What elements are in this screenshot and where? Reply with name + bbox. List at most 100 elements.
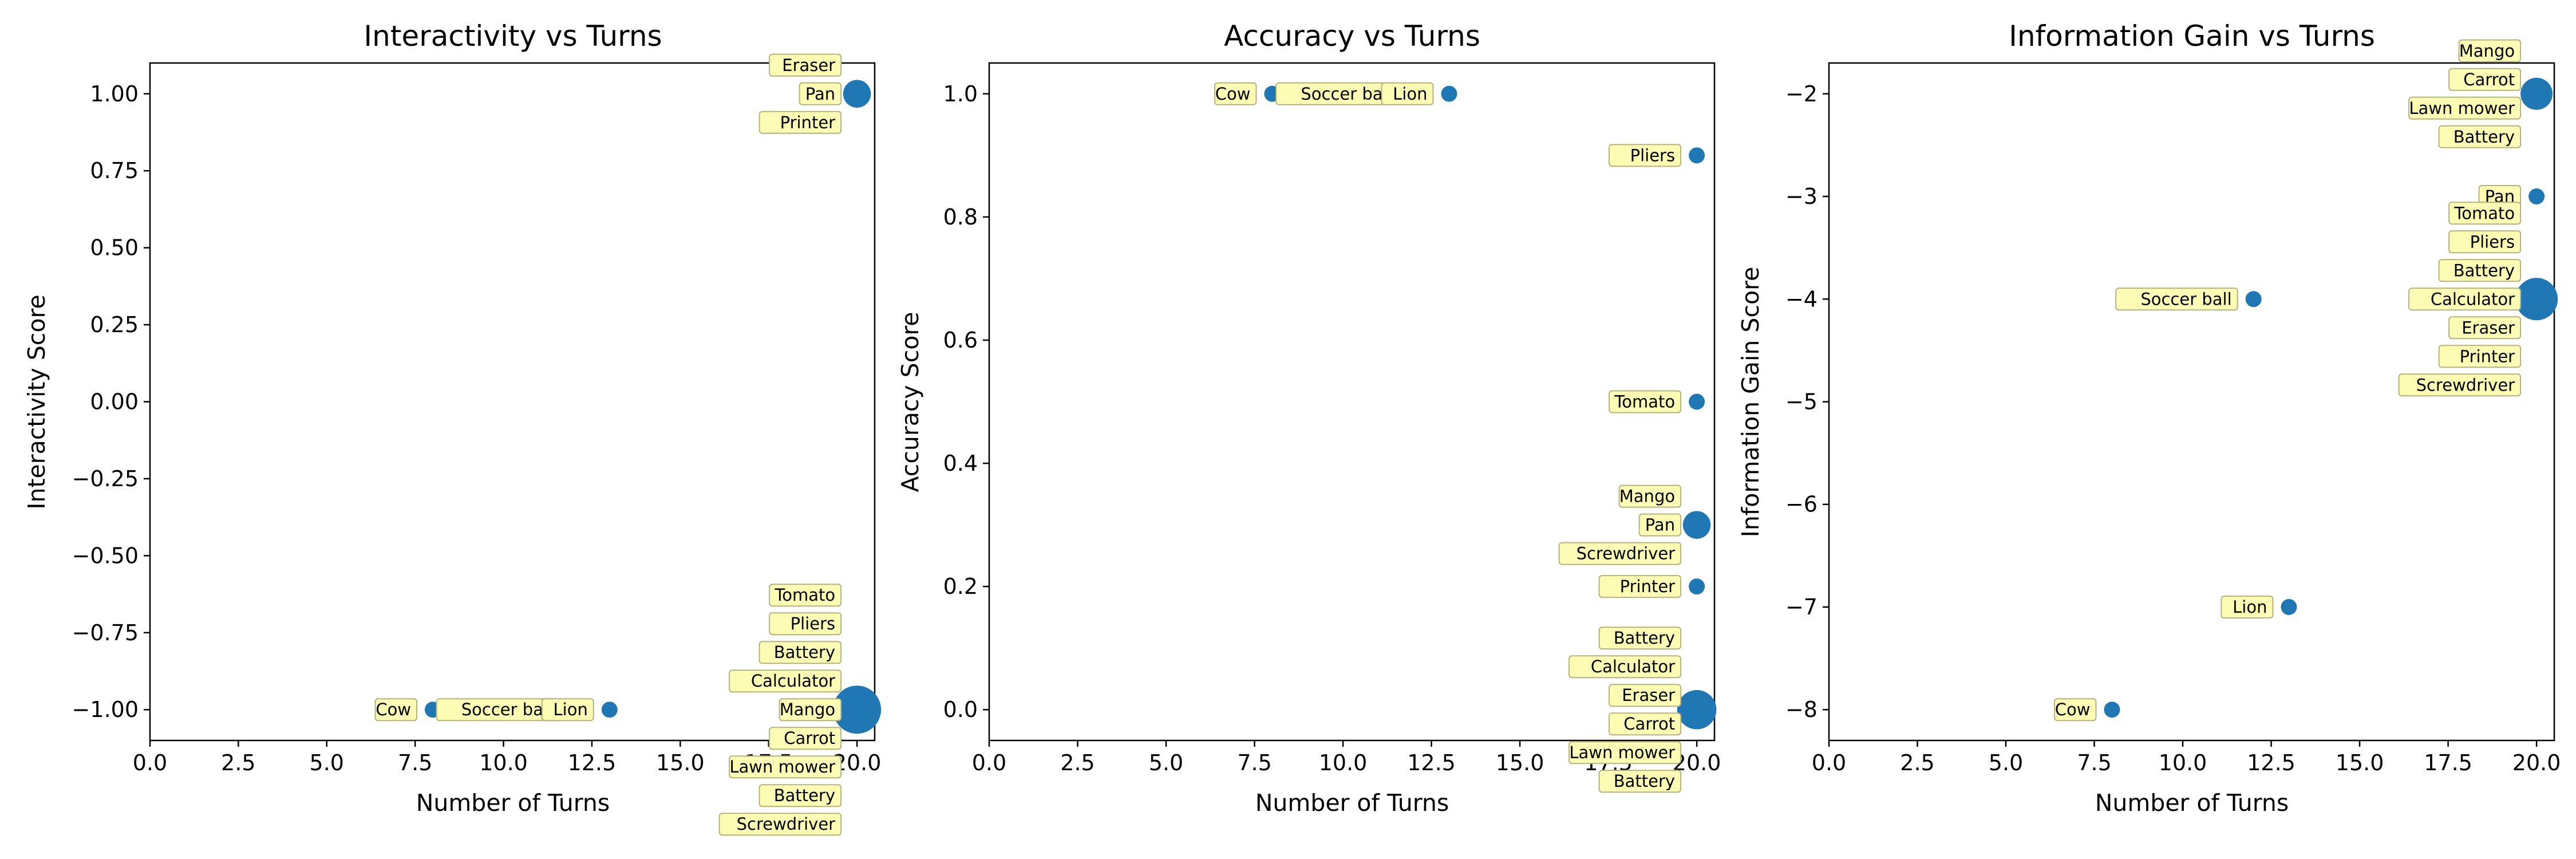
annotation-box	[1618, 484, 1682, 508]
x-tick-label: 17.5	[2424, 750, 2472, 775]
x-tick-label: 5.0	[1149, 750, 1183, 775]
annotation-label: Screwdriver	[1577, 544, 1676, 564]
annotation-label: Lion	[553, 700, 587, 719]
data-point	[1689, 578, 1705, 595]
annotation-box	[2448, 202, 2522, 225]
y-tick-label: −3	[1785, 184, 1818, 209]
data-point	[1441, 85, 1457, 102]
annotation-box	[758, 784, 842, 807]
y-tick-label: 0.8	[943, 204, 978, 230]
annotation-label: Lawn mower	[1569, 743, 1675, 762]
x-tick-label: 0.0	[133, 750, 167, 775]
annotation-box	[758, 111, 842, 134]
x-tick-label: 12.5	[2247, 750, 2296, 775]
y-tick-label: 0.25	[90, 312, 139, 337]
y-tick-label: −4	[1785, 286, 1818, 312]
annotation-box	[2408, 96, 2522, 120]
annotation-box	[2448, 68, 2522, 91]
annotation-box	[2408, 287, 2522, 311]
annotation-label: Battery	[774, 643, 835, 662]
y-tick-label: 0.2	[943, 574, 978, 599]
annotation-box	[769, 584, 842, 607]
annotation-label: Soccer ball	[461, 700, 552, 719]
data-point	[2528, 188, 2545, 205]
annotation-label: Eraser	[782, 56, 835, 75]
y-tick-label: 0.6	[943, 328, 978, 353]
data-point	[2104, 702, 2120, 718]
annotation-box	[1598, 626, 1682, 650]
annotation-label: Pan	[1645, 515, 1675, 535]
x-axis-label: Number of Turns	[416, 789, 610, 817]
annotation-label: Printer	[1620, 577, 1676, 596]
y-tick-label: 0.0	[943, 697, 978, 722]
annotation-label: Lion	[1393, 84, 1427, 104]
annotation-box	[2398, 373, 2522, 397]
annotation-label: Battery	[1614, 628, 1675, 648]
y-tick-label: −0.25	[72, 466, 139, 491]
annotation-box	[769, 612, 842, 636]
annotation-box	[541, 698, 594, 722]
y-axis-label: Accuracy Score	[896, 312, 924, 492]
annotation-label: Printer	[2460, 346, 2515, 366]
annotation-label: Battery	[2453, 261, 2515, 280]
annotation-label: Battery	[2453, 127, 2515, 147]
annotation-box	[769, 53, 842, 77]
y-tick-label: −2	[1785, 81, 1818, 107]
x-tick-label: 15.0	[2336, 750, 2384, 775]
annotation-label: Pliers	[1630, 145, 1675, 165]
annotation-label: Carrot	[2463, 70, 2515, 89]
annotation-label: Cow	[376, 700, 411, 719]
annotation-label: Tomato	[2453, 203, 2515, 223]
data-point	[2515, 278, 2558, 321]
annotation-label: Screwdriver	[2416, 375, 2515, 395]
annotation-box	[2221, 595, 2274, 618]
annotation-box	[1214, 82, 1257, 105]
data-point	[2281, 598, 2297, 615]
annotation-label: Tomato	[1614, 392, 1675, 412]
annotation-label: Soccer ball	[2140, 289, 2231, 309]
x-tick-label: 15.0	[1496, 750, 1544, 775]
y-tick-label: 1.0	[943, 81, 978, 107]
x-tick-label: 10.0	[479, 750, 528, 775]
x-axis-label: Number of Turns	[1255, 789, 1449, 817]
chart-title: Information Gain vs Turns	[2009, 19, 2375, 53]
annotation-label: Mango	[2459, 41, 2515, 61]
x-tick-label: 2.5	[1900, 750, 1934, 775]
annotation-label: Cow	[1215, 84, 1251, 104]
annotation-label: Calculator	[1591, 657, 1675, 676]
annotation-box	[1609, 712, 1682, 736]
x-tick-label: 7.5	[1237, 750, 1271, 775]
x-tick-label: 2.5	[221, 750, 255, 775]
x-tick-label: 20.0	[2512, 750, 2561, 775]
y-tick-label: 0.00	[90, 389, 139, 415]
annotation-box	[718, 813, 842, 836]
annotation-label: Pliers	[791, 614, 835, 633]
x-tick-label: 15.0	[656, 750, 705, 775]
annotation-label: Mango	[1619, 487, 1675, 506]
x-tick-label: 5.0	[1989, 750, 2023, 775]
annotation-box	[729, 669, 842, 693]
annotation-box	[2448, 230, 2522, 254]
annotation-box	[769, 727, 842, 750]
data-point	[833, 685, 882, 734]
panel-accuracy: Accuracy vs Turns Number of Turns Accura…	[896, 19, 1721, 817]
annotation-label: Battery	[774, 786, 835, 805]
annotation-box	[758, 641, 842, 664]
annotation-box	[1568, 741, 1682, 765]
annotation-label: Calculator	[751, 671, 835, 691]
x-tick-label: 10.0	[1319, 750, 1368, 775]
y-tick-label: 0.50	[90, 235, 139, 261]
x-axis-label: Number of Turns	[2095, 789, 2289, 817]
annotation-label: Printer	[780, 113, 836, 132]
annotation-label: Mango	[780, 700, 835, 719]
annotation-box	[1558, 542, 1682, 565]
y-axis-label: Interactivity Score	[23, 294, 50, 509]
y-tick-label: −0.50	[72, 543, 139, 568]
x-tick-label: 12.5	[568, 750, 617, 775]
annotation-box	[2458, 39, 2522, 62]
annotation-box	[1609, 390, 1682, 413]
y-tick-label: −6	[1785, 492, 1818, 517]
annotation-box	[1609, 684, 1682, 707]
annotation-label: Lion	[2233, 597, 2267, 617]
y-tick-label: −5	[1785, 389, 1818, 415]
